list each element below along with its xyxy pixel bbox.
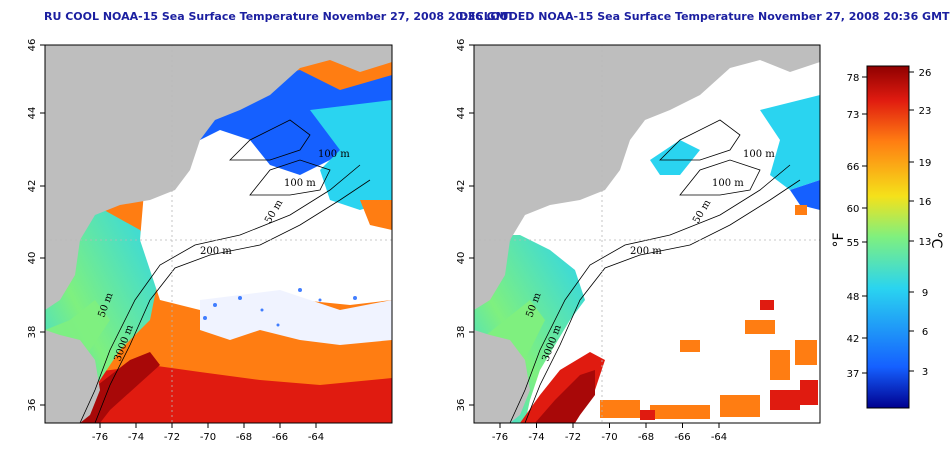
celsius-tick-label: 26: [919, 68, 932, 79]
contour-label: 100 m: [318, 149, 350, 160]
x-tick-label: -72: [565, 432, 581, 443]
y-tick-label: 46: [27, 39, 38, 52]
x-tick-label: -76: [492, 432, 508, 443]
y-tick-label: 42: [27, 180, 38, 193]
y-tick-label: 42: [456, 180, 467, 193]
left-panel-title: RU COOL NOAA-15 Sea Surface Temperature …: [44, 10, 515, 23]
colorbar: [866, 65, 910, 409]
right-map-frame: [473, 44, 821, 424]
celsius-label: °C: [928, 232, 944, 249]
celsius-tick-label: 16: [919, 197, 932, 208]
contour-label: 200 m: [200, 246, 232, 257]
x-tick-label: -74: [528, 432, 544, 443]
celsius-tick-label: 9: [922, 288, 928, 299]
contour-label: 100 m: [284, 178, 316, 189]
x-tick-label: -64: [711, 432, 727, 443]
celsius-tick-label: 23: [919, 106, 932, 117]
x-tick-label: -70: [601, 432, 617, 443]
fahrenheit-tick-label: 37: [847, 369, 860, 380]
fahrenheit-tick-label: 42: [847, 334, 860, 345]
celsius-tick-label: 19: [919, 158, 932, 169]
x-tick-label: -66: [674, 432, 690, 443]
right-map: [474, 45, 820, 423]
contour-label: 100 m: [712, 178, 744, 189]
x-tick-label: -68: [638, 432, 654, 443]
x-tick-label: -72: [164, 432, 180, 443]
fahrenheit-tick-label: 48: [847, 292, 860, 303]
y-tick-label: 40: [27, 252, 38, 265]
y-tick-label: 36: [456, 399, 467, 412]
fahrenheit-tick-label: 55: [847, 238, 860, 249]
contour-label: 200 m: [630, 246, 662, 257]
celsius-tick-label: 3: [922, 367, 928, 378]
left-map-frame: [44, 44, 393, 424]
contour-label: 100 m: [743, 149, 775, 160]
right-axis-ticks: -76 -74 -72 -70 -68 -66 -64 36 38 40 42 44 46: [456, 39, 727, 443]
y-tick-label: 38: [27, 326, 38, 339]
y-tick-label: 36: [27, 399, 38, 412]
right-panel-title: DECLOUDED NOAA-15 Sea Surface Temperatur…: [459, 10, 950, 23]
x-tick-label: -66: [272, 432, 288, 443]
celsius-tick-label: 6: [922, 327, 928, 338]
fahrenheit-tick-label: 78: [847, 73, 860, 84]
y-tick-label: 44: [456, 107, 467, 120]
celsius-tick-label: 13: [919, 237, 932, 248]
fahrenheit-tick-label: 60: [847, 204, 860, 215]
fahrenheit-tick-label: 73: [847, 110, 860, 121]
left-axis-ticks: -76 -74 -72 -70 -68 -66 -64 36 38 40 42 44 46: [27, 39, 324, 443]
x-tick-label: -70: [200, 432, 216, 443]
colorbar-ticks: 78 73 66 60 55 48 42 37 26 23 19 16 13 9 6 3: [847, 68, 932, 380]
x-tick-label: -76: [92, 432, 108, 443]
y-tick-label: 38: [456, 326, 467, 339]
fahrenheit-tick-label: 66: [847, 162, 860, 173]
y-tick-label: 44: [27, 107, 38, 120]
x-tick-label: -64: [308, 432, 324, 443]
y-tick-label: 46: [456, 39, 467, 52]
y-tick-label: 40: [456, 252, 467, 265]
x-tick-label: -74: [128, 432, 144, 443]
x-tick-label: -68: [236, 432, 252, 443]
fahrenheit-label: °F: [831, 232, 847, 247]
left-map: [45, 45, 392, 423]
